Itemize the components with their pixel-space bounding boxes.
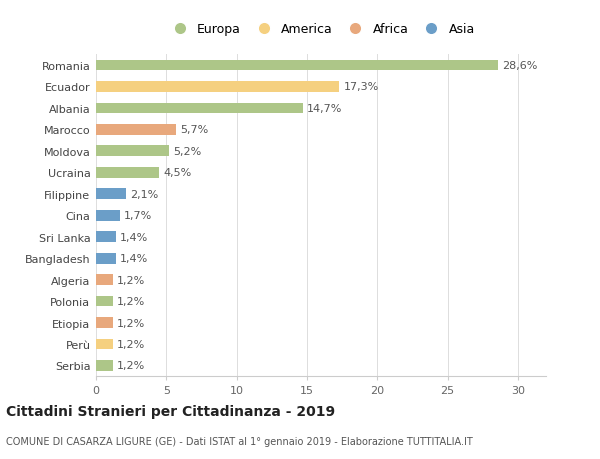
Bar: [96, 125, 176, 135]
Text: 5,2%: 5,2%: [173, 146, 202, 157]
Bar: [96, 61, 498, 71]
Text: 1,2%: 1,2%: [117, 339, 145, 349]
Text: 14,7%: 14,7%: [307, 104, 343, 114]
Bar: [96, 82, 339, 93]
Text: 4,5%: 4,5%: [163, 168, 192, 178]
Text: 17,3%: 17,3%: [343, 82, 379, 92]
Text: 1,7%: 1,7%: [124, 211, 152, 221]
Text: 1,2%: 1,2%: [117, 361, 145, 371]
Text: 1,2%: 1,2%: [117, 275, 145, 285]
Text: 1,4%: 1,4%: [120, 253, 148, 263]
Bar: [96, 210, 120, 221]
Bar: [96, 232, 116, 242]
Bar: [96, 253, 116, 264]
Text: 1,2%: 1,2%: [117, 297, 145, 307]
Bar: [96, 339, 113, 350]
Bar: [96, 189, 125, 200]
Legend: Europa, America, Africa, Asia: Europa, America, Africa, Asia: [163, 20, 479, 40]
Bar: [96, 146, 169, 157]
Bar: [96, 103, 303, 114]
Text: 2,1%: 2,1%: [130, 189, 158, 199]
Text: COMUNE DI CASARZA LIGURE (GE) - Dati ISTAT al 1° gennaio 2019 - Elaborazione TUT: COMUNE DI CASARZA LIGURE (GE) - Dati IST…: [6, 436, 473, 446]
Bar: [96, 296, 113, 307]
Bar: [96, 168, 159, 178]
Text: 5,7%: 5,7%: [181, 125, 209, 135]
Text: 28,6%: 28,6%: [502, 61, 538, 71]
Bar: [96, 318, 113, 328]
Text: 1,4%: 1,4%: [120, 232, 148, 242]
Bar: [96, 274, 113, 285]
Text: Cittadini Stranieri per Cittadinanza - 2019: Cittadini Stranieri per Cittadinanza - 2…: [6, 404, 335, 418]
Text: 1,2%: 1,2%: [117, 318, 145, 328]
Bar: [96, 360, 113, 371]
